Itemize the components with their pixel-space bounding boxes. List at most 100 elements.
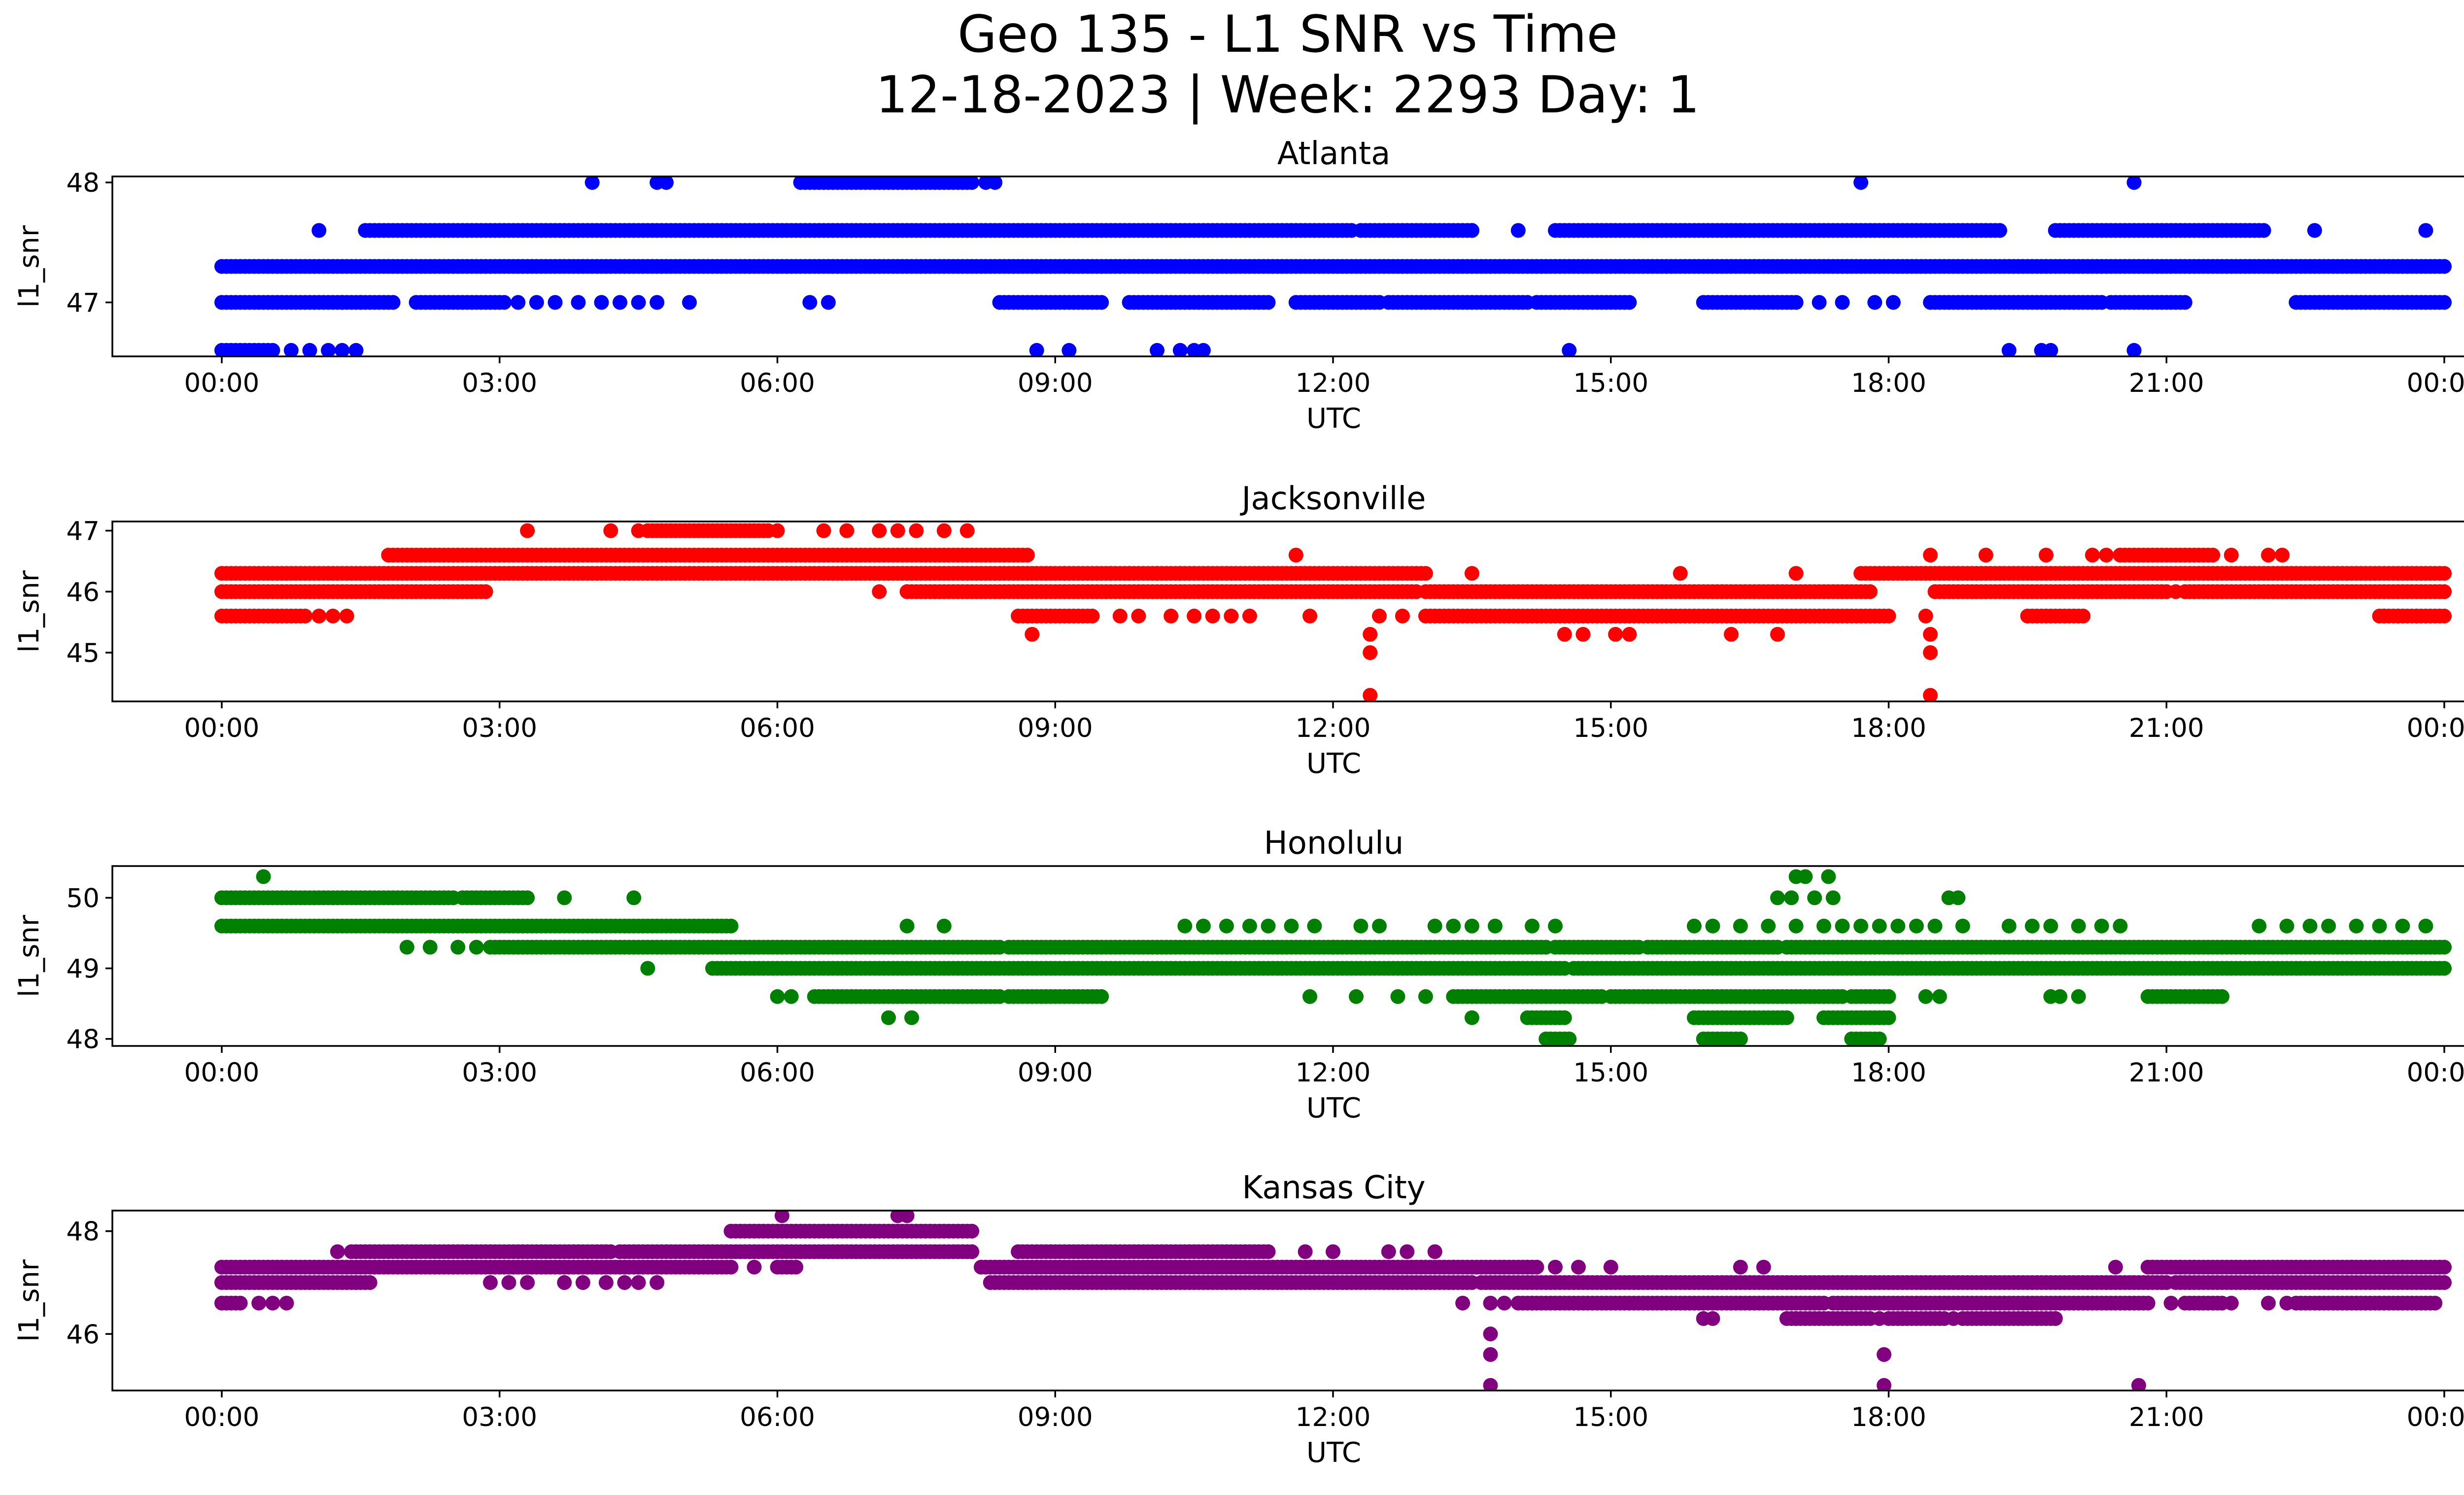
data-point bbox=[1575, 626, 1591, 642]
data-point bbox=[1932, 989, 1947, 1004]
data-point bbox=[1756, 1259, 1771, 1275]
data-point bbox=[1172, 566, 1188, 581]
data-point bbox=[2224, 1295, 2239, 1311]
data-point bbox=[529, 295, 544, 310]
data-point bbox=[1381, 1244, 1396, 1259]
data-point bbox=[1885, 295, 1901, 310]
data-point bbox=[1131, 608, 1146, 624]
data-point bbox=[1923, 626, 1938, 642]
data-point bbox=[1464, 918, 1479, 934]
data-point bbox=[520, 1275, 535, 1290]
data-point bbox=[1326, 1244, 1340, 1259]
data-point bbox=[2349, 918, 2364, 934]
data-point bbox=[1867, 295, 1882, 310]
data-point bbox=[1261, 1244, 1276, 1259]
data-point bbox=[2215, 989, 2229, 1004]
data-point bbox=[557, 1275, 572, 1290]
data-point bbox=[1363, 626, 1378, 642]
x-tick-label: 06:00 bbox=[740, 368, 815, 398]
data-point bbox=[399, 939, 414, 955]
data-point bbox=[348, 1275, 364, 1290]
data-point bbox=[2024, 918, 2040, 934]
figure-title-line-2: 12-18-2023 | Week: 2293 Day: 1 bbox=[876, 66, 1700, 125]
data-point bbox=[1978, 548, 1993, 563]
x-tick-label: 00:00 bbox=[184, 713, 260, 743]
data-point bbox=[1349, 989, 1364, 1004]
data-point bbox=[1464, 566, 1479, 581]
data-point bbox=[1890, 918, 1906, 934]
data-point bbox=[1057, 566, 1072, 581]
data-point bbox=[469, 939, 484, 955]
data-point bbox=[520, 890, 535, 905]
data-point bbox=[511, 295, 526, 310]
data-point bbox=[650, 1275, 665, 1290]
data-point bbox=[2428, 1295, 2443, 1311]
data-point bbox=[2140, 1295, 2156, 1311]
data-point bbox=[1622, 626, 1637, 642]
data-point bbox=[617, 1275, 632, 1290]
subplot-title: Kansas City bbox=[1242, 1170, 1425, 1206]
data-point bbox=[1733, 1031, 1748, 1046]
data-point bbox=[2302, 918, 2318, 934]
data-point bbox=[1353, 918, 1369, 934]
data-point bbox=[1788, 1311, 1804, 1326]
data-point bbox=[2344, 1259, 2360, 1275]
data-point bbox=[1288, 548, 1303, 563]
data-point bbox=[964, 1244, 980, 1259]
data-point bbox=[2409, 608, 2424, 624]
data-point bbox=[1395, 608, 1410, 624]
data-point bbox=[233, 1295, 248, 1311]
data-point bbox=[1261, 295, 1276, 310]
data-point bbox=[747, 1259, 762, 1275]
y-tick-label: 47 bbox=[67, 517, 100, 547]
data-point bbox=[1224, 608, 1239, 624]
data-point bbox=[1029, 343, 1044, 356]
data-point bbox=[640, 961, 655, 976]
data-point bbox=[2076, 608, 2091, 624]
data-point bbox=[1816, 918, 1831, 934]
data-point bbox=[1548, 1259, 1563, 1275]
data-point bbox=[1909, 918, 1924, 934]
data-point bbox=[1307, 918, 1322, 934]
data-point bbox=[1872, 918, 1887, 934]
data-point bbox=[2126, 176, 2142, 190]
data-point bbox=[1427, 1244, 1442, 1259]
data-point bbox=[2029, 1311, 2045, 1326]
data-point bbox=[2279, 1295, 2294, 1311]
data-point bbox=[1825, 890, 1841, 905]
data-point bbox=[1923, 645, 1938, 660]
data-point bbox=[1326, 939, 1340, 955]
data-point bbox=[2016, 1311, 2030, 1326]
data-point bbox=[2307, 223, 2322, 238]
data-point bbox=[1372, 608, 1387, 624]
data-point bbox=[1733, 918, 1748, 934]
data-point bbox=[2094, 918, 2109, 934]
data-point bbox=[839, 523, 855, 538]
data-point bbox=[1724, 626, 1739, 642]
x-tick-label: 00:00 bbox=[184, 368, 260, 398]
data-point bbox=[2437, 259, 2452, 274]
data-point bbox=[659, 176, 674, 190]
data-point bbox=[1363, 688, 1378, 701]
data-point bbox=[265, 343, 280, 356]
data-point bbox=[2224, 548, 2239, 563]
data-point bbox=[2432, 1259, 2447, 1275]
data-point bbox=[631, 1275, 646, 1290]
x-tick-label: 15:00 bbox=[1573, 1058, 1648, 1088]
y-tick-label: 50 bbox=[67, 883, 100, 913]
data-point bbox=[899, 1211, 915, 1223]
data-point bbox=[1140, 1259, 1156, 1275]
data-point bbox=[1187, 608, 1202, 624]
data-point bbox=[571, 295, 586, 310]
data-point bbox=[1951, 890, 1966, 905]
data-point bbox=[251, 1295, 267, 1311]
data-point bbox=[1261, 918, 1276, 934]
x-tick-label: 21:00 bbox=[2129, 713, 2204, 743]
x-tick-label: 06:00 bbox=[740, 713, 815, 743]
data-point bbox=[770, 989, 785, 1004]
data-point bbox=[682, 295, 697, 310]
x-tick-label: 03:00 bbox=[462, 1402, 537, 1432]
x-tick-label: 06:00 bbox=[740, 1058, 815, 1088]
